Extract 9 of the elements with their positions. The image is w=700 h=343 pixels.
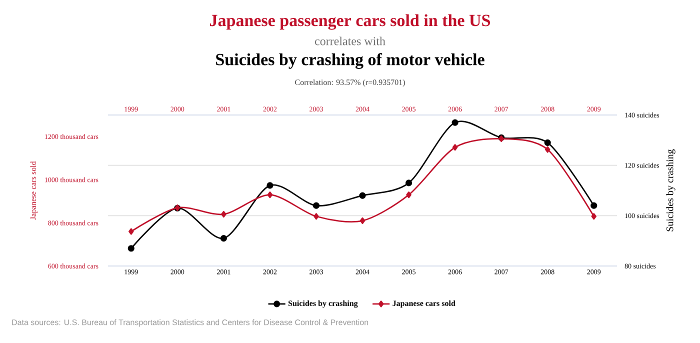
y2-axis-title: Suicides by crashing bbox=[666, 149, 676, 232]
legend-label: Japanese cars sold bbox=[392, 300, 456, 308]
text: Suicides by crashing of motor vehicle bbox=[216, 53, 484, 69]
text: Data sources: U.S. Bureau of Transportation Statistics and Centers for Disease Control & Prevention bbox=[12, 319, 368, 327]
legend-label: Suicides by crashing bbox=[288, 300, 358, 308]
chart-subtitle: correlates with bbox=[314, 36, 386, 46]
chart-title: Japanese passenger cars sold in the US bbox=[210, 14, 490, 30]
y-axis-title: Japanese cars sold bbox=[30, 161, 38, 220]
text: Correlation: 93.57% (r=0.935701) bbox=[295, 79, 405, 87]
